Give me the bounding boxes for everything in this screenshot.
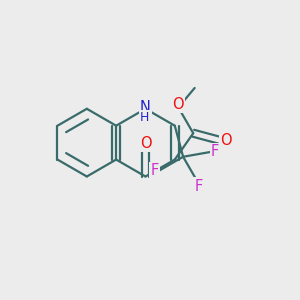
Text: N: N	[140, 100, 151, 115]
Text: F: F	[211, 145, 219, 160]
Text: O: O	[172, 97, 184, 112]
Text: O: O	[140, 136, 151, 151]
Text: F: F	[150, 163, 158, 178]
Text: O: O	[220, 134, 232, 148]
Text: H: H	[140, 111, 149, 124]
Text: F: F	[194, 178, 202, 194]
